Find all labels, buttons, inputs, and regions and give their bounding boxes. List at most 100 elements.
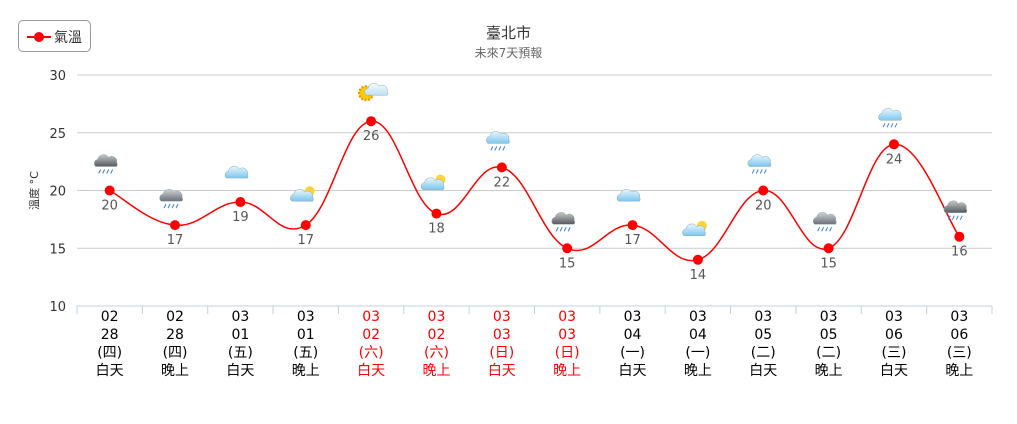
partly-cloudy-night-icon [420, 174, 446, 190]
x-tick-label: 03 [297, 309, 315, 325]
thunder-rain-cloud-icon [94, 154, 118, 174]
x-tick-label: 05 [754, 327, 772, 343]
data-point [104, 185, 115, 196]
x-tick-label: 01 [297, 327, 315, 343]
y-tick-label: 10 [49, 300, 66, 315]
x-tick-label: 晚上 [161, 363, 189, 379]
data-label: 20 [755, 199, 772, 214]
chart-subtitle: 未來7天預報 [474, 46, 543, 60]
data-point [692, 254, 703, 265]
x-tick-label: 03 [820, 309, 838, 325]
x-tick-label: 06 [885, 327, 903, 343]
data-point [235, 197, 246, 208]
data-point [562, 243, 573, 254]
data-label: 17 [297, 233, 314, 248]
partly-cloudy-night-icon [682, 220, 707, 237]
x-tick-label: 白天 [488, 363, 516, 379]
thunder-rain-cloud-night-icon [943, 200, 968, 220]
x-tick-label: 03 [689, 309, 707, 325]
x-tick-label: 白天 [619, 363, 647, 379]
data-point [888, 139, 899, 150]
x-tick-label: 晚上 [553, 363, 581, 379]
data-label: 15 [559, 256, 576, 271]
data-point [431, 208, 442, 219]
x-tick-label: 28 [166, 327, 184, 343]
x-tick-label: 白天 [96, 363, 124, 379]
data-label: 22 [494, 175, 511, 190]
x-tick-label: 晚上 [422, 363, 450, 379]
x-tick-label: (六) [424, 345, 449, 361]
data-point [758, 185, 769, 196]
x-tick-label: 03 [493, 327, 511, 343]
y-axis-title: 溫度 °C [27, 171, 41, 210]
x-tick-label: (四) [97, 345, 122, 361]
x-tick-label: 白天 [226, 363, 254, 379]
cloudy-icon [224, 165, 249, 179]
x-tick-label: 06 [950, 327, 968, 343]
data-label: 17 [167, 233, 184, 248]
x-tick-label: 晚上 [815, 363, 843, 379]
x-tick-label: (五) [228, 345, 253, 361]
rain-cloud-night-icon [812, 212, 837, 232]
thunder-rain-cloud-night-icon [551, 212, 576, 232]
rain-cloud-icon [878, 108, 902, 128]
x-tick-label: 白天 [880, 363, 908, 379]
x-tick-label: 04 [689, 327, 707, 343]
x-tick-label: 03 [493, 309, 511, 325]
x-tick-label: 05 [820, 327, 838, 343]
x-tick-label: (三) [947, 345, 972, 361]
rain-cloud-night-icon [159, 189, 183, 209]
data-point [366, 116, 377, 127]
x-tick-label: (日) [489, 345, 514, 361]
x-tick-label: 03 [558, 309, 576, 325]
y-tick-label: 15 [49, 242, 66, 257]
x-tick-label: (二) [751, 345, 776, 361]
x-tick-label: 晚上 [945, 363, 973, 379]
x-tick-label: 晚上 [292, 363, 320, 379]
x-tick-label: 03 [885, 309, 903, 325]
x-tick-label: (日) [555, 345, 580, 361]
data-label: 18 [428, 222, 445, 237]
x-tick-label: (三) [881, 345, 906, 361]
data-point [627, 220, 638, 231]
x-tick-label: 晚上 [684, 363, 712, 379]
x-tick-label: (四) [163, 345, 188, 361]
x-tick-label: 04 [624, 327, 642, 343]
x-tick-label: 03 [362, 309, 380, 325]
x-tick-label: 03 [624, 309, 642, 325]
x-tick-label: 03 [231, 309, 249, 325]
y-tick-label: 30 [49, 69, 66, 84]
partly-cloudy-night-icon [290, 186, 315, 202]
data-point [954, 231, 965, 242]
x-tick-label: (二) [816, 345, 841, 361]
data-point [823, 243, 834, 254]
legend-label: 氣溫 [54, 30, 82, 46]
data-label: 20 [101, 199, 118, 214]
data-label: 15 [820, 256, 837, 271]
x-tick-label: 白天 [357, 363, 385, 379]
x-tick-label: 02 [166, 309, 184, 325]
x-tick-label: (一) [685, 345, 710, 361]
cloudy-icon [616, 189, 641, 202]
x-tick-label: 03 [950, 309, 968, 325]
sunny-cloud-icon [358, 83, 388, 102]
data-label: 14 [690, 268, 707, 283]
x-tick-label: (六) [359, 345, 384, 361]
y-tick-label: 25 [49, 127, 66, 142]
data-point [170, 220, 181, 231]
x-tick-label: (五) [293, 345, 318, 361]
data-label: 16 [951, 245, 968, 260]
data-label: 24 [886, 152, 903, 167]
legend-button[interactable]: 氣溫 [18, 20, 91, 52]
legend-line-marker-icon [27, 32, 51, 42]
data-label: 17 [624, 233, 641, 248]
x-tick-label: 02 [101, 309, 119, 325]
rain-cloud-icon [486, 131, 510, 151]
x-tick-label: 白天 [749, 363, 777, 379]
data-label: 26 [363, 129, 380, 144]
x-tick-label: 28 [101, 327, 119, 343]
y-tick-label: 20 [49, 185, 66, 200]
x-tick-label: 03 [428, 309, 446, 325]
x-tick-label: 01 [231, 327, 249, 343]
